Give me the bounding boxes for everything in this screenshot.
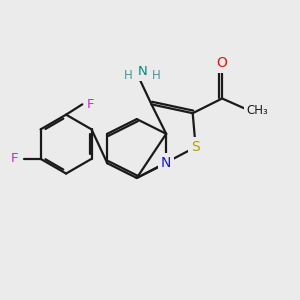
Text: N: N: [161, 156, 171, 170]
Text: CH₃: CH₃: [247, 104, 268, 117]
Text: F: F: [11, 152, 19, 165]
Text: N: N: [138, 65, 148, 79]
Text: H: H: [152, 69, 160, 82]
Text: S: S: [191, 140, 200, 154]
Text: O: O: [217, 56, 228, 70]
Text: F: F: [87, 98, 94, 111]
Text: H: H: [124, 69, 133, 82]
